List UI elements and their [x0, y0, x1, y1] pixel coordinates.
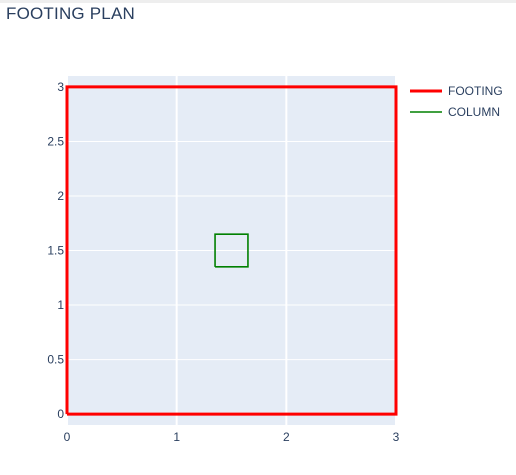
- legend[interactable]: FOOTING COLUMN: [410, 84, 503, 119]
- y-tick-label: 1: [57, 298, 64, 312]
- x-tick-label: 2: [283, 430, 290, 444]
- x-tick-label: 0: [64, 430, 71, 444]
- y-tick-label: 0.5: [47, 353, 64, 367]
- y-tick-label: 0: [57, 407, 64, 421]
- legend-item-footing[interactable]: FOOTING: [410, 84, 503, 98]
- y-tick-label: 3: [57, 80, 64, 94]
- chart-title: FOOTING PLAN: [6, 4, 135, 23]
- x-axis-ticks: 0 1 2 3: [64, 430, 400, 444]
- series-footing-line: [65, 85, 398, 416]
- y-tick-label: 1.5: [47, 244, 64, 258]
- legend-label: FOOTING: [448, 84, 503, 98]
- y-axis-ticks: 0 0.5 1 1.5 2 2.5 3: [47, 80, 64, 421]
- legend-label: COLUMN: [448, 105, 500, 119]
- y-tick-label: 2.5: [47, 134, 64, 148]
- series-column-line: [214, 233, 249, 268]
- top-border: [0, 0, 516, 3]
- legend-item-column[interactable]: COLUMN: [410, 105, 500, 119]
- series-layer: [65, 85, 398, 416]
- x-tick-label: 1: [173, 430, 180, 444]
- y-tick-label: 2: [57, 189, 64, 203]
- x-tick-label: 3: [393, 430, 400, 444]
